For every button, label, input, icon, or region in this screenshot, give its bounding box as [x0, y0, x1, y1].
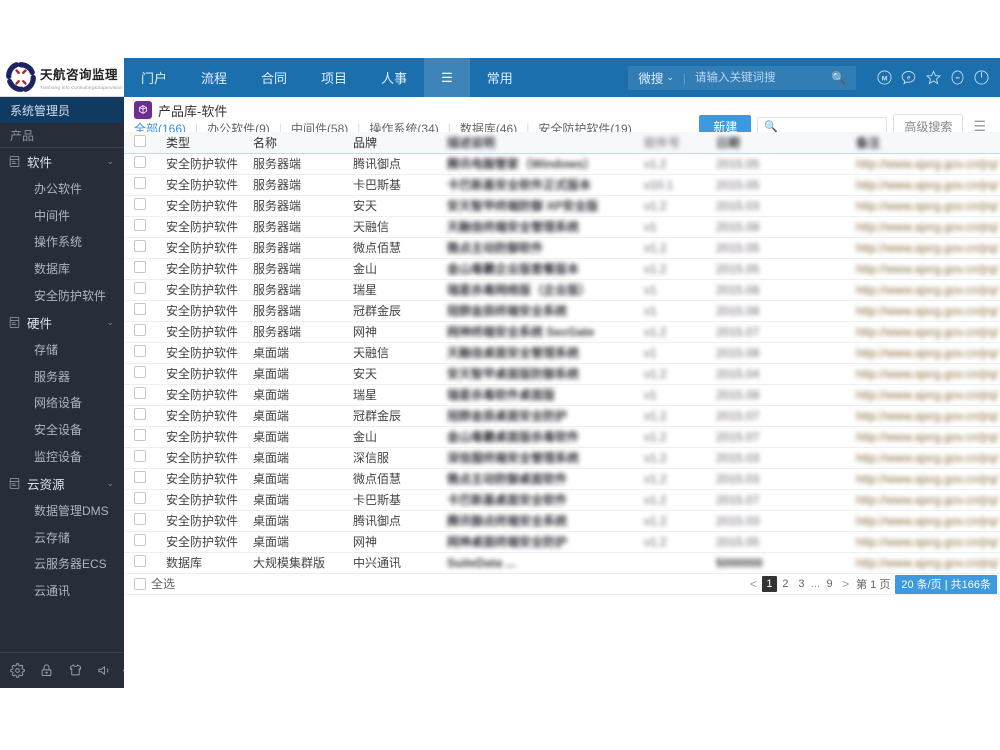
- svg-text:e: e: [907, 75, 911, 81]
- svg-text:M: M: [882, 75, 888, 82]
- svg-text:•••: •••: [955, 76, 960, 81]
